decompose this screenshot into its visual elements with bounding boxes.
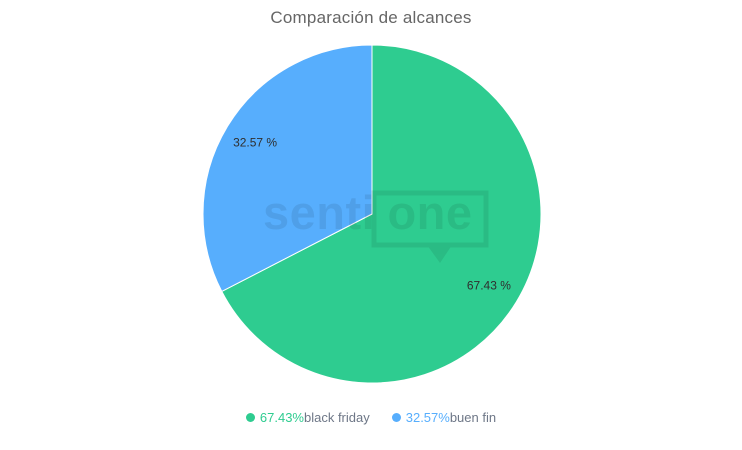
pie-slice-buen-fin[interactable] — [202, 44, 373, 292]
legend-percent: 32.57% — [405, 410, 450, 425]
legend-marker-icon — [245, 413, 255, 422]
chart-legend: 67.43% black friday 32.57% buen fin — [0, 410, 742, 425]
sentione-watermark: senti one — [263, 186, 489, 263]
legend-item-black-friday[interactable]: 67.43% black friday — [245, 410, 370, 425]
slice-label-buen-fin: 32.57 % — [233, 136, 277, 150]
chart-title: Comparación de alcances — [270, 8, 472, 27]
legend-label: buen fin — [449, 410, 497, 425]
slice-labels: 67.43 % 32.57 % — [233, 136, 511, 293]
pie-slice-black-friday[interactable] — [221, 44, 542, 384]
legend-percent: 67.43% — [259, 410, 304, 425]
legend-item-buen-fin[interactable]: 32.57% buen fin — [391, 410, 497, 425]
watermark-text-one: one — [387, 186, 472, 239]
watermark-bubble-tail-icon — [427, 245, 452, 263]
slice-label-black-friday: 67.43 % — [467, 278, 511, 292]
pie-slices — [202, 44, 542, 384]
watermark-speech-bubble-icon — [371, 190, 489, 248]
legend-label: black friday — [303, 410, 370, 425]
watermark-text-senti: senti — [263, 186, 375, 239]
legend-marker-icon — [391, 413, 401, 422]
